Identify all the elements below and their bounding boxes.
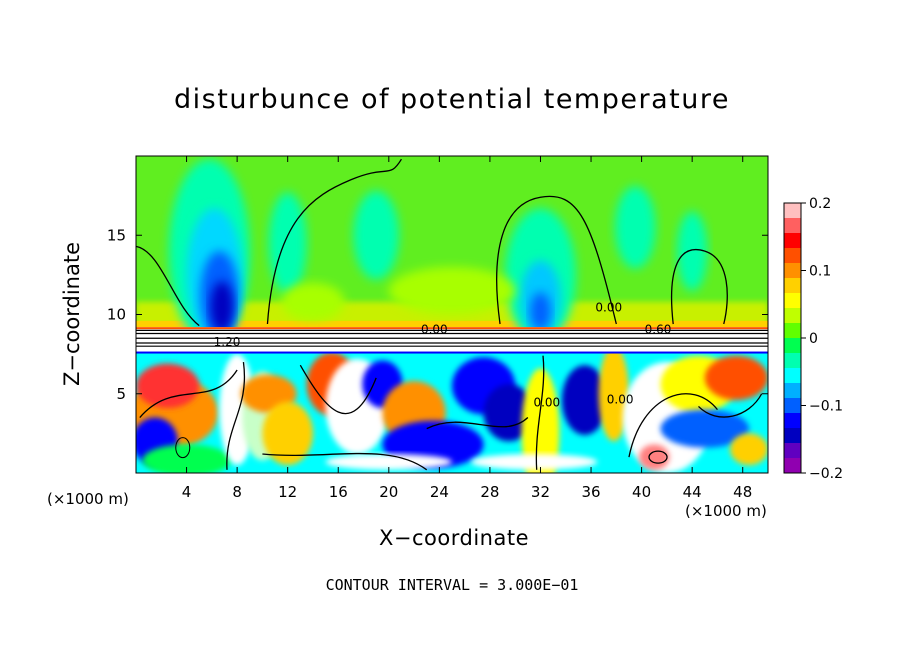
contour-label: 0.00 [595,300,622,314]
colorbar-swatch [784,308,801,324]
colorbar-swatch [784,353,801,369]
stratosphere-anomaly [388,266,516,315]
x-tick-label: 16 [329,483,348,501]
x-tick-label: 48 [733,483,752,501]
troposphere-anomaly [470,453,598,470]
y-axis: 5 10 15 [107,226,768,403]
x-tick-label: 20 [379,483,398,501]
contour-line [648,450,668,464]
inversion-layer [136,327,768,353]
x-tick-label: 28 [480,483,499,501]
stratosphere-anomaly [353,190,399,280]
contour-line [266,158,402,325]
y-tick-label: 10 [107,306,126,324]
colorbar-swatch [784,323,801,339]
colorbar-swatch [784,398,801,414]
y-tick-label: 15 [107,226,126,244]
x-tick-label: 40 [632,483,651,501]
stratosphere-anomaly [268,192,307,294]
inversion-top-edge [136,327,768,330]
x-tick-label: 24 [430,483,449,501]
x-axis-label: X−coordinate [379,526,529,550]
contour-line [136,245,200,327]
troposphere-anomaly [262,401,313,466]
troposphere-anomaly [598,346,629,442]
stratosphere-anomaly [615,186,656,269]
colorbar-swatch [784,458,801,474]
contour-line [175,437,191,459]
colorbar-swatch [784,368,801,384]
colorbar-tick-label: 0.2 [809,196,831,212]
colorbar-swatch [784,443,801,459]
colorbar-swatch [784,293,801,309]
colorbar-tick-label: 0 [809,331,818,347]
inversion-edge-band [136,320,768,328]
colorbar-swatch [784,383,801,399]
colorbar-swatch [784,248,801,264]
x-tick-label: 32 [531,483,550,501]
contour-labels: 0.00 0.60 1.20 0.00 0.00 0.00 [214,300,672,409]
x-tick-label: 36 [581,483,600,501]
troposphere-anomaly [561,365,608,435]
contour-line [299,364,377,415]
troposphere-anomaly [142,444,231,473]
contour-line [535,355,545,470]
x-tick-label: 8 [232,483,242,501]
contour-line [698,393,763,418]
x-tick-label: 12 [278,483,297,501]
colorbar-tick-label: −0.1 [809,399,843,415]
y-tick-label: 5 [116,385,126,403]
contour-line [628,393,718,458]
contour-line [426,417,529,430]
troposphere-anomaly [704,355,768,401]
colorbar-swatch [784,218,801,234]
x-tick-label: 4 [182,483,192,501]
y-axis-label: Z−coordinate [60,242,84,386]
colorbar: 0.2 0.1 0 −0.1 −0.2 [783,196,843,482]
troposphere-anomaly [639,444,670,470]
x-axis: 4 8 12 16 20 24 28 32 36 40 44 48 [182,156,752,501]
field-layer [136,156,768,473]
colorbar-swatch [784,413,801,429]
troposphere-anomaly [660,409,750,448]
contour-label: 0.00 [607,392,634,406]
contour-line [139,369,238,418]
colorbar-tick-label: 0.1 [809,264,831,280]
stratosphere-anomaly [281,282,345,321]
troposphere-anomaly [136,363,200,409]
colorbar-tick-label: −0.2 [809,466,843,482]
contour-label: 0.00 [421,323,448,337]
stratosphere-anomaly [676,211,708,291]
contour-label: 0.60 [645,323,672,337]
contour-label: 0.00 [533,395,560,409]
contour-line [496,195,617,325]
contour-interval: CONTOUR INTERVAL = 3.000E−01 [325,576,579,594]
colorbar-swatch [784,233,801,249]
colorbar-swatch [784,263,801,279]
colorbar-swatch [784,278,801,294]
stratosphere-anomaly [210,281,234,332]
contour-line [262,452,428,471]
stratosphere-anomaly [530,292,551,331]
troposphere-anomaly [521,368,560,473]
troposphere-anomaly [730,433,768,466]
chart-title: disturbunce of potential temperature [174,84,730,115]
x-tick-label: 44 [683,483,702,501]
inversion-bottom-edge [136,351,768,354]
contour-layer [136,158,768,471]
colorbar-swatch [784,428,801,444]
contour-line [226,361,246,470]
colorbar-swatch [784,338,801,354]
x-unit-right: (×1000 m) [685,502,767,520]
contour-line [670,249,728,325]
contour-label: 1.20 [214,335,241,349]
colorbar-swatch [784,203,801,219]
x-unit-left: (×1000 m) [47,490,129,508]
